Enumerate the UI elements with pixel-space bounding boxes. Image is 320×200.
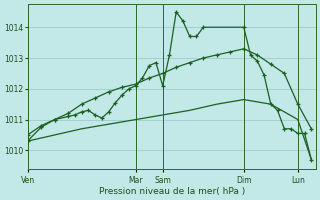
- X-axis label: Pression niveau de la mer( hPa ): Pression niveau de la mer( hPa ): [99, 187, 245, 196]
